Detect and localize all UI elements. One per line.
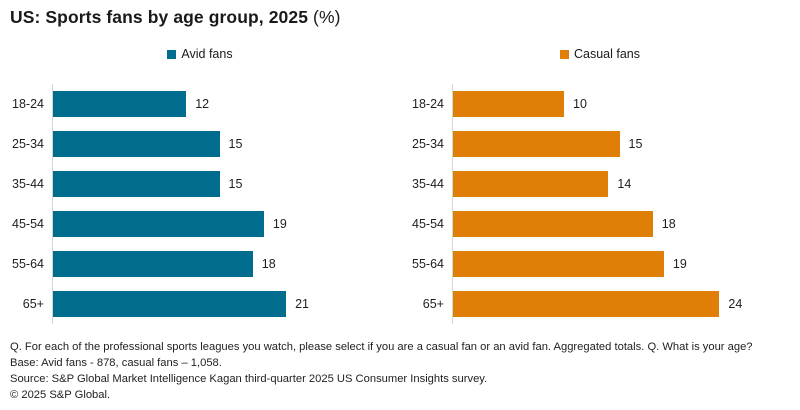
- footnote-source: Source: S&P Global Market Intelligence K…: [10, 373, 488, 385]
- value-label: 15: [228, 177, 243, 191]
- casual-fans-row: 35-44 14: [400, 164, 800, 204]
- avid-fans-bar: [53, 251, 253, 277]
- footnote-base: Base: Avid fans - 878, casual fans – 1,0…: [10, 357, 222, 369]
- casual-fans-legend: Casual fans: [400, 47, 800, 61]
- avid-fans-row: 18-24 12: [0, 84, 400, 124]
- chart-title: US: Sports fans by age group, 2025 (%): [10, 7, 341, 28]
- category-label: 55-64: [412, 257, 444, 271]
- value-label: 18: [261, 257, 276, 271]
- category-label: 45-54: [12, 217, 44, 231]
- avid-fans-row: 55-64 18: [0, 244, 400, 284]
- category-label: 55-64: [12, 257, 44, 271]
- bar-track: 15: [53, 164, 400, 204]
- category-label: 25-34: [12, 137, 44, 151]
- avid-fans-legend-label: Avid fans: [181, 47, 233, 61]
- avid-fans-row: 25-34 15: [0, 124, 400, 164]
- casual-fans-row: 45-54 18: [400, 204, 800, 244]
- avid-fans-row: 65+ 21: [0, 284, 400, 324]
- value-label: 12: [195, 97, 210, 111]
- bar-track: 21: [53, 284, 400, 324]
- category-label: 65+: [22, 297, 44, 311]
- bar-track: 10: [453, 84, 800, 124]
- value-label: 19: [672, 257, 687, 271]
- bar-track: 15: [453, 124, 800, 164]
- avid-fans-bar: [53, 131, 220, 157]
- casual-fans-bar: [453, 171, 609, 197]
- bar-track: 12: [53, 84, 400, 124]
- bar-track: 15: [53, 124, 400, 164]
- casual-fans-plot: 18-24 10 25-34 15 35-44 14 45-54 18 55-64 19 65+ 24: [400, 84, 800, 324]
- category-label: 45-54: [412, 217, 444, 231]
- bar-track: 19: [53, 204, 400, 244]
- value-label: 21: [295, 297, 309, 311]
- bar-track: 24: [453, 284, 800, 324]
- casual-fans-axis-line: [452, 84, 453, 324]
- casual-fans-legend-label: Casual fans: [573, 47, 640, 61]
- avid-fans-axis-line: [52, 84, 53, 324]
- value-label: 18: [661, 217, 676, 231]
- avid-fans-bar: [53, 211, 264, 237]
- chart-title-main: US: Sports fans by age group, 2025: [10, 7, 309, 27]
- bar-track: 18: [53, 244, 400, 284]
- value-label: 10: [573, 97, 587, 111]
- casual-fans-bar: [453, 131, 620, 157]
- avid-fans-panel: Avid fans 18-24 12 25-34 15 35-44 15 45-54 19 55…: [0, 44, 400, 324]
- category-label: 35-44: [12, 177, 44, 191]
- category-label: 25-34: [412, 137, 444, 151]
- category-label: 65+: [422, 297, 444, 311]
- casual-fans-row: 25-34 15: [400, 124, 800, 164]
- chart-title-unit: (%): [308, 7, 341, 27]
- avid-fans-bar: [53, 291, 287, 317]
- avid-fans-bar: [53, 91, 187, 117]
- value-label: 15: [228, 137, 243, 151]
- bar-track: 19: [453, 244, 800, 284]
- avid-fans-bar: [53, 171, 220, 197]
- casual-fans-row: 65+ 24: [400, 284, 800, 324]
- category-label: 35-44: [412, 177, 444, 191]
- bar-track: 14: [453, 164, 800, 204]
- casual-fans-row: 55-64 19: [400, 244, 800, 284]
- value-label: 24: [728, 297, 743, 311]
- avid-fans-legend-swatch-icon: [167, 49, 177, 59]
- casual-fans-panel: Casual fans 18-24 10 25-34 15 35-44 14 45-54 18…: [400, 44, 800, 324]
- avid-fans-row: 35-44 15: [0, 164, 400, 204]
- charts-container: Avid fans 18-24 12 25-34 15 35-44 15 45-54 19 55…: [0, 44, 800, 324]
- value-label: 14: [617, 177, 632, 191]
- footnote-copyright: © 2025 S&P Global.: [10, 389, 111, 401]
- category-label: 18-24: [412, 97, 444, 111]
- casual-fans-row: 18-24 10: [400, 84, 800, 124]
- category-label: 18-24: [12, 97, 44, 111]
- value-label: 15: [628, 137, 643, 151]
- footnotes: Q. For each of the professional sports l…: [10, 339, 796, 403]
- avid-fans-legend: Avid fans: [0, 47, 400, 61]
- value-label: 19: [272, 217, 287, 231]
- casual-fans-bar: [453, 291, 720, 317]
- casual-fans-bar: [453, 91, 564, 117]
- avid-fans-plot: 18-24 12 25-34 15 35-44 15 45-54 19 55-64 18 65+ 21: [0, 84, 400, 324]
- casual-fans-bar: [453, 251, 664, 277]
- bar-track: 18: [453, 204, 800, 244]
- footnote-question: Q. For each of the professional sports l…: [10, 341, 753, 353]
- casual-fans-bar: [453, 211, 653, 237]
- avid-fans-row: 45-54 19: [0, 204, 400, 244]
- casual-fans-legend-swatch-icon: [559, 49, 569, 59]
